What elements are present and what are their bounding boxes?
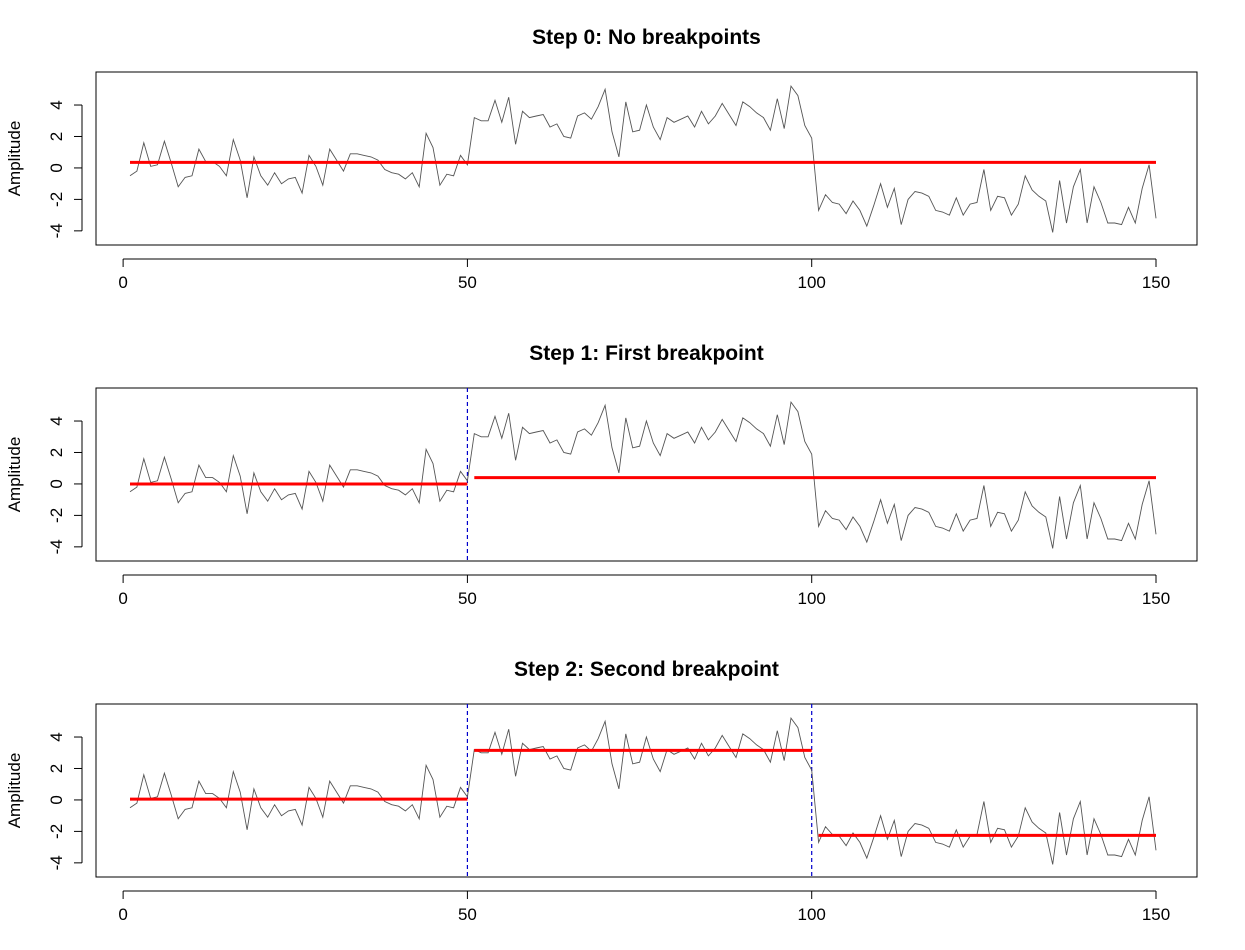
x-tick-label: 50: [458, 273, 477, 292]
chart-panel-2: Step 2: Second breakpoint Amplitude 0 50 100…: [5, 658, 1198, 924]
y-tick-label: 0: [47, 479, 66, 488]
y-tick-label: 4: [47, 100, 66, 109]
plot-frame: [95, 387, 1198, 562]
signal-series: [129, 716, 1157, 865]
x-tick-label: 50: [458, 905, 477, 924]
y-tick-label: 4: [47, 732, 66, 741]
y-tick-label: -4: [47, 223, 66, 238]
signal-series: [129, 84, 1157, 233]
plot-frame: [95, 71, 1198, 246]
x-tick-label: 100: [798, 905, 826, 924]
x-tick-label: 150: [1142, 905, 1170, 924]
y-tick-label: 2: [47, 132, 66, 141]
x-tick-label: 100: [798, 273, 826, 292]
y-axis-label: Amplitude: [5, 121, 24, 197]
y-tick-label: -4: [47, 855, 66, 870]
y-tick-label: 0: [47, 163, 66, 172]
signal-series: [129, 400, 1157, 549]
x-tick-label: 50: [458, 589, 477, 608]
chart-title: Step 2: Second breakpoint: [514, 658, 779, 681]
plot-frame: [95, 703, 1198, 878]
y-axis-label: Amplitude: [5, 753, 24, 829]
y-tick-label: -4: [47, 539, 66, 554]
chart-title: Step 1: First breakpoint: [529, 342, 764, 365]
y-tick-label: -2: [47, 824, 66, 839]
y-tick-label: 2: [47, 448, 66, 457]
x-tick-label: 0: [118, 273, 127, 292]
x-tick-label: 150: [1142, 589, 1170, 608]
x-tick-label: 0: [118, 589, 127, 608]
y-tick-label: 0: [47, 795, 66, 804]
chart-panel-0: Step 0: No breakpoints Amplitude 0 50 100 150…: [5, 26, 1198, 292]
y-tick-label: -2: [47, 192, 66, 207]
chart-title: Step 0: No breakpoints: [532, 26, 761, 49]
y-tick-label: 2: [47, 764, 66, 773]
x-tick-label: 150: [1142, 273, 1170, 292]
x-tick-label: 0: [118, 905, 127, 924]
y-tick-label: 4: [47, 416, 66, 425]
x-tick-label: 100: [798, 589, 826, 608]
y-axis-label: Amplitude: [5, 437, 24, 513]
chart-panel-1: Step 1: First breakpoint Amplitude 0 50 100 1…: [5, 342, 1198, 608]
y-tick-label: -2: [47, 508, 66, 523]
